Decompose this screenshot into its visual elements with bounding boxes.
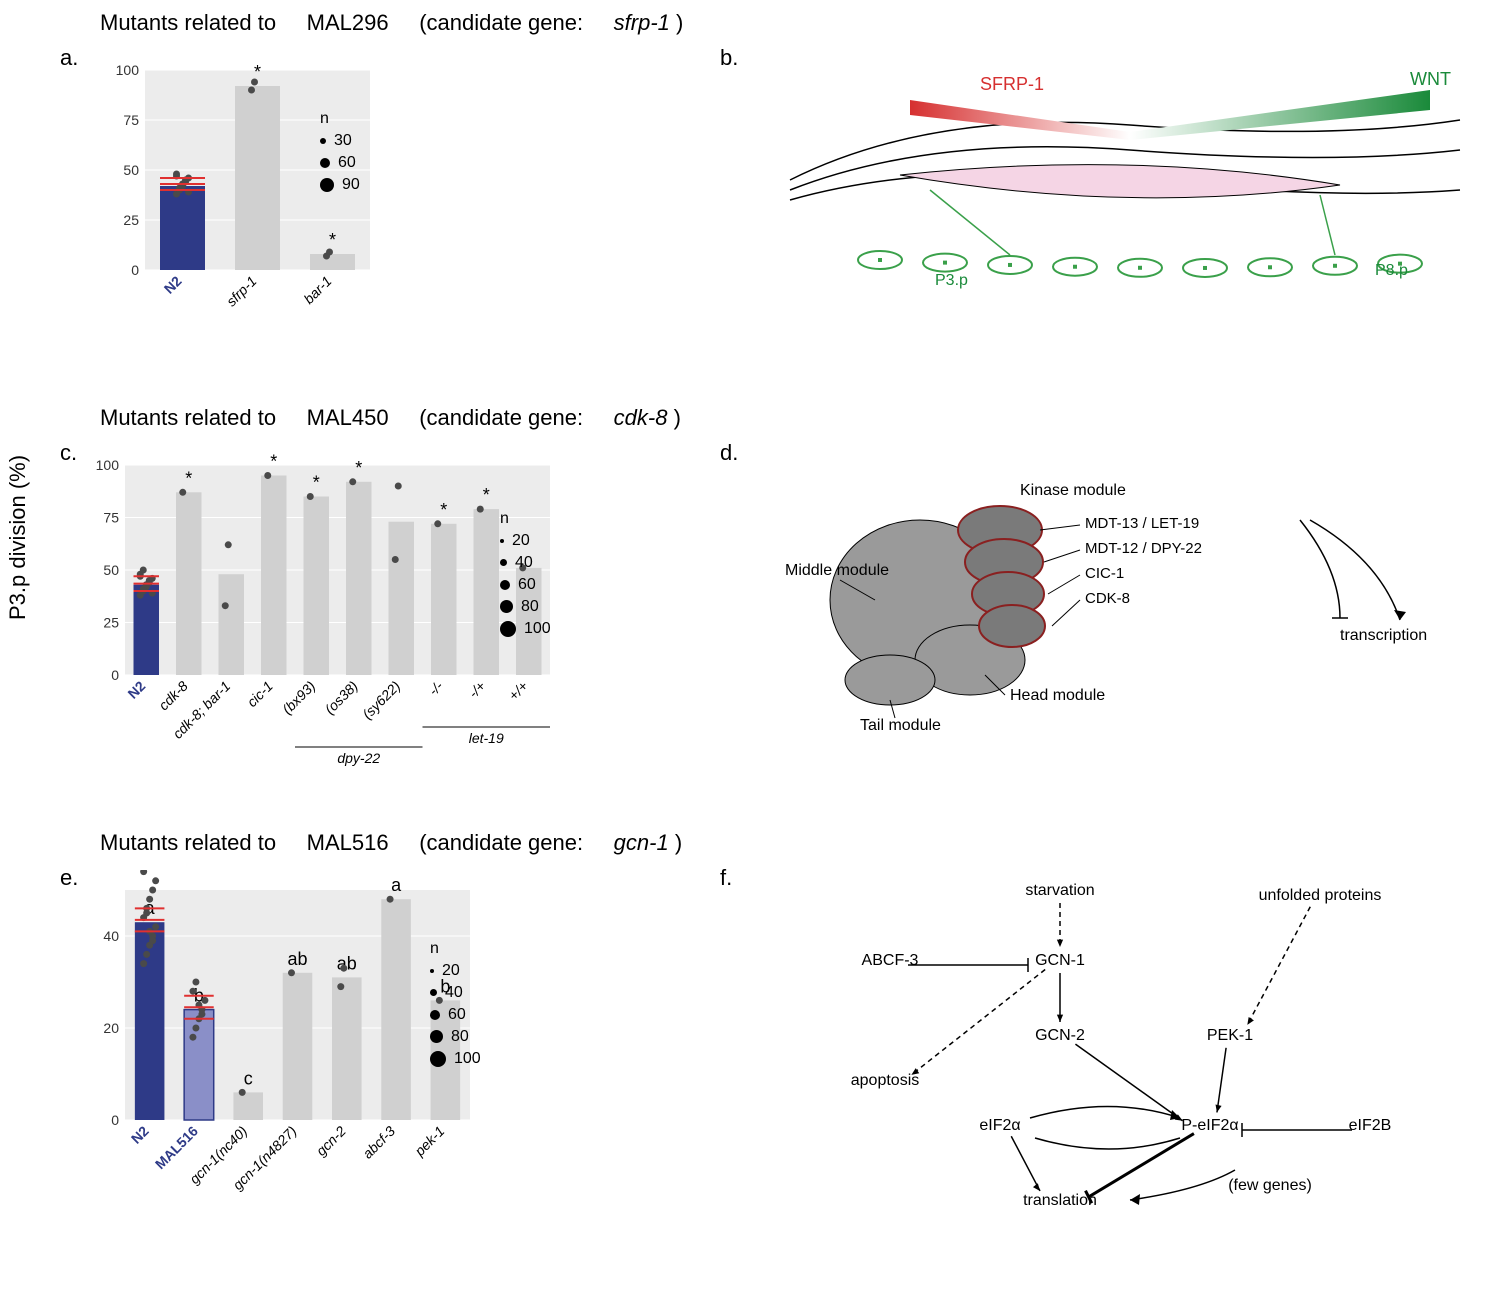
svg-text:20: 20 <box>103 1020 119 1036</box>
svg-text:sfrp-1: sfrp-1 <box>223 273 260 310</box>
svg-text:*: * <box>329 230 336 250</box>
svg-text:(sy622): (sy622) <box>359 678 403 722</box>
svg-text:cdk-8: cdk-8 <box>155 678 191 714</box>
svg-text:+/+: +/+ <box>505 678 531 704</box>
svg-text:N2: N2 <box>161 273 185 297</box>
y-axis-label: P3.p division (%) <box>5 455 31 620</box>
svg-text:25: 25 <box>103 615 119 631</box>
svg-text:CIC-1: CIC-1 <box>1085 565 1124 582</box>
svg-text:0: 0 <box>111 1112 119 1128</box>
svg-text:100: 100 <box>96 457 120 473</box>
svg-text:75: 75 <box>103 510 119 526</box>
panel-b-label: b. <box>720 45 738 71</box>
section-a-title: Mutants related to MAL296 (candidate gen… <box>100 10 683 36</box>
svg-text:starvation: starvation <box>1025 882 1094 899</box>
svg-text:(os38): (os38) <box>321 678 360 717</box>
svg-text:a: a <box>391 875 402 895</box>
svg-text:*: * <box>270 452 277 472</box>
svg-text:gcn-2: gcn-2 <box>313 1123 349 1159</box>
svg-text:Kinase module: Kinase module <box>1020 482 1126 499</box>
svg-text:0: 0 <box>111 667 119 683</box>
panel-d-label: d. <box>720 440 738 466</box>
svg-text:GCN-1: GCN-1 <box>1035 952 1085 969</box>
chart-e-legend: n20406080100 <box>430 940 481 1072</box>
svg-text:40: 40 <box>103 928 119 944</box>
svg-text:dpy-22: dpy-22 <box>337 750 380 766</box>
svg-text:Head module: Head module <box>1010 687 1105 704</box>
svg-text:(bx93): (bx93) <box>279 678 318 717</box>
svg-text:ABCF-3: ABCF-3 <box>862 952 919 969</box>
svg-text:pek-1: pek-1 <box>411 1123 448 1160</box>
svg-text:ab: ab <box>287 949 307 969</box>
svg-text:eIF2B: eIF2B <box>1349 1117 1392 1134</box>
svg-text:WNT: WNT <box>1410 69 1451 89</box>
svg-text:abcf-3: abcf-3 <box>359 1123 398 1162</box>
svg-text:0: 0 <box>131 262 139 278</box>
svg-text:*: * <box>313 473 320 493</box>
svg-text:P8.p: P8.p <box>1375 262 1408 279</box>
svg-text:unfolded proteins: unfolded proteins <box>1259 887 1382 904</box>
svg-text:c: c <box>244 1068 253 1088</box>
svg-text:N2: N2 <box>128 1123 152 1147</box>
svg-text:cic-1: cic-1 <box>244 678 276 710</box>
svg-text:25: 25 <box>123 212 139 228</box>
svg-text:eIF2α: eIF2α <box>979 1117 1020 1134</box>
svg-text:*: * <box>440 500 447 520</box>
svg-text:ab: ab <box>337 953 357 973</box>
svg-text:*: * <box>185 468 192 488</box>
svg-text:GCN-2: GCN-2 <box>1035 1027 1085 1044</box>
svg-text:CDK-8: CDK-8 <box>1085 590 1130 607</box>
diagram-d: Kinase module Middle module Head module Tai… <box>780 450 1500 750</box>
svg-text:MDT-13 / LET-19: MDT-13 / LET-19 <box>1085 515 1199 532</box>
diagram-f: starvation unfolded proteins ABCF-3 GCN-1 GC… <box>780 870 1500 1230</box>
section-c-title: Mutants related to MAL450 (candidate gen… <box>100 405 681 431</box>
section-e-title: Mutants related to MAL516 (candidate gen… <box>100 830 682 856</box>
svg-text:SFRP-1: SFRP-1 <box>980 74 1044 94</box>
svg-text:-/+: -/+ <box>465 678 488 701</box>
svg-text:MDT-12 / DPY-22: MDT-12 / DPY-22 <box>1085 540 1202 557</box>
svg-text:(few genes): (few genes) <box>1228 1177 1312 1194</box>
svg-text:*: * <box>355 458 362 478</box>
svg-text:Middle module: Middle module <box>785 562 889 579</box>
panel-a-label: a. <box>60 45 78 71</box>
panel-e-label: e. <box>60 865 78 891</box>
svg-text:50: 50 <box>123 162 139 178</box>
diagram-b: SFRP-1 WNT P3.p P8.p <box>780 60 1480 320</box>
chart-c-legend: n20406080100 <box>500 510 551 642</box>
svg-text:100: 100 <box>116 62 140 78</box>
panel-f-label: f. <box>720 865 732 891</box>
svg-text:P3.p: P3.p <box>935 272 968 289</box>
chart-a: 0255075100N2sfrp-1*bar-1* <box>100 50 380 360</box>
chart-c: 0255075100N2cdk-8*cdk-8; bar-1cic-1*(bx9… <box>80 445 560 795</box>
svg-text:let-19: let-19 <box>469 730 504 746</box>
svg-text:75: 75 <box>123 112 139 128</box>
svg-text:*: * <box>483 485 490 505</box>
svg-text:50: 50 <box>103 562 119 578</box>
chart-e: 02040N2aMAL516bgcn-1(nc40)cgcn-1(n4827)a… <box>80 870 480 1250</box>
svg-text:transcription: transcription <box>1340 627 1427 644</box>
svg-text:N2: N2 <box>124 678 148 702</box>
panel-c-label: c. <box>60 440 77 466</box>
svg-text:apoptosis: apoptosis <box>851 1072 920 1089</box>
svg-text:Tail module: Tail module <box>860 717 941 734</box>
svg-text:P-eIF2α: P-eIF2α <box>1181 1117 1238 1134</box>
svg-text:MAL516: MAL516 <box>152 1123 201 1172</box>
svg-text:PEK-1: PEK-1 <box>1207 1027 1253 1044</box>
chart-a-legend: n306090 <box>320 110 360 198</box>
svg-text:-/-: -/- <box>425 678 446 699</box>
svg-text:bar-1: bar-1 <box>300 273 334 307</box>
